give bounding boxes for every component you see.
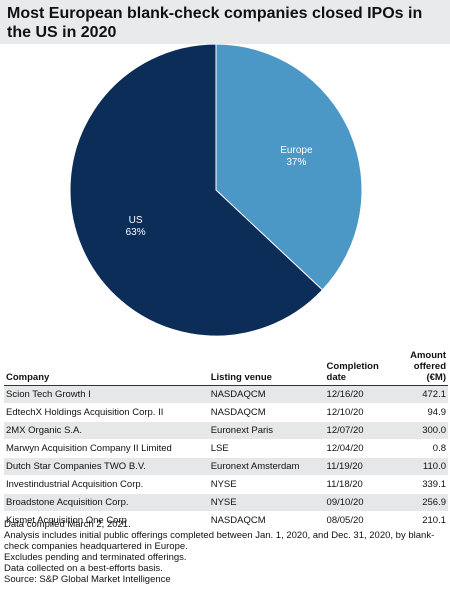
cell-amount-offered: 256.9 bbox=[397, 493, 448, 512]
cell-listing-venue: NASDAQCM bbox=[208, 385, 325, 404]
cell-company: Marwyn Acquisition Company II Limited bbox=[4, 439, 209, 458]
cell-company: EdtechX Holdings Acquisition Corp. II bbox=[4, 403, 209, 422]
footnotes: Data compiled March 2, 2021. Analysis inc… bbox=[4, 519, 446, 585]
table-row: Dutch Star Companies TWO B.V. Euronext Am… bbox=[4, 457, 448, 476]
cell-completion-date: 09/10/20 bbox=[324, 493, 398, 512]
cell-company: Investindustrial Acquisition Corp. bbox=[4, 475, 209, 494]
header-listing-venue: Listing venue bbox=[208, 350, 325, 386]
table-row: Broadstone Acquisition Corp. NYSE 09/10/20… bbox=[4, 493, 448, 512]
cell-completion-date: 08/05/20 bbox=[324, 511, 398, 530]
header-amount-offered: Amount offered (€M) bbox=[397, 350, 448, 386]
cell-amount-offered: 0.8 bbox=[397, 439, 448, 458]
pie-slice-us bbox=[69, 44, 324, 337]
title-band bbox=[0, 0, 450, 44]
cell-completion-date: 12/04/20 bbox=[324, 439, 398, 458]
cell-completion-date: 11/19/20 bbox=[324, 457, 398, 476]
cell-listing-venue: NYSE bbox=[208, 475, 325, 494]
cell-amount-offered: 110.0 bbox=[397, 457, 448, 476]
cell-company: Dutch Star Companies TWO B.V. bbox=[4, 457, 209, 476]
slice-value-europe: 37% bbox=[286, 157, 306, 168]
cell-company: Scion Tech Growth I bbox=[4, 385, 209, 404]
spac-ipo-table: Company Listing venue Completion date Am… bbox=[4, 350, 448, 530]
table-row: Investindustrial Acquisition Corp. NYSE 11… bbox=[4, 475, 448, 494]
cell-completion-date: 12/07/20 bbox=[324, 421, 398, 440]
table-row: Marwyn Acquisition Company II Limited LSE… bbox=[4, 439, 448, 458]
cell-completion-date: 12/10/20 bbox=[324, 403, 398, 422]
cell-company: Kismet Acquisition One Corp bbox=[4, 511, 209, 530]
footnote-line: Data collected on a best-efforts basis. bbox=[4, 563, 163, 574]
table-row: Kismet Acquisition One Corp NASDAQCM 08/05… bbox=[4, 511, 448, 530]
footnote-line: Data compiled March 2, 2021. bbox=[4, 519, 131, 530]
cell-listing-venue: NASDAQCM bbox=[208, 511, 325, 530]
cell-listing-venue: NYSE bbox=[208, 493, 325, 512]
pie-slice-europe bbox=[215, 44, 363, 291]
cell-listing-venue: Euronext Paris bbox=[208, 421, 325, 440]
footnote-line: Source: S&P Global Market Intelligence bbox=[4, 574, 171, 585]
cell-amount-offered: 210.1 bbox=[397, 511, 448, 530]
footnote-line: Analysis includes initial public offerin… bbox=[4, 530, 435, 552]
cell-amount-offered: 300.0 bbox=[397, 421, 448, 440]
cell-amount-offered: 94.9 bbox=[397, 403, 448, 422]
slice-value-us: 63% bbox=[126, 227, 146, 238]
header-company: Company bbox=[4, 350, 209, 386]
slice-label-us: US bbox=[129, 215, 143, 226]
cell-completion-date: 12/16/20 bbox=[324, 385, 398, 404]
table-row: 2MX Organic S.A. Euronext Paris 12/07/20 30… bbox=[4, 421, 448, 440]
chart-title: Most European blank-check companies clos… bbox=[7, 5, 423, 41]
cell-company: Broadstone Acquisition Corp. bbox=[4, 493, 209, 512]
footnote-line: Excludes pending and terminated offering… bbox=[4, 552, 187, 563]
cell-listing-venue: Euronext Amsterdam bbox=[208, 457, 325, 476]
cell-company: 2MX Organic S.A. bbox=[4, 421, 209, 440]
cell-listing-venue: NASDAQCM bbox=[208, 403, 325, 422]
cell-completion-date: 11/18/20 bbox=[324, 475, 398, 494]
slice-label-europe: Europe bbox=[280, 145, 313, 156]
cell-amount-offered: 339.1 bbox=[397, 475, 448, 494]
pie-chart-area: US 63% Europe 37% bbox=[0, 44, 450, 344]
cell-amount-offered: 472.1 bbox=[397, 385, 448, 404]
cell-listing-venue: LSE bbox=[208, 439, 325, 458]
table-row: Scion Tech Growth I NASDAQCM 12/16/20 472.1 bbox=[4, 385, 448, 404]
table-body: Scion Tech Growth I NASDAQCM 12/16/20 472.1… bbox=[4, 385, 448, 530]
header-completion-date: Completion date bbox=[324, 350, 398, 386]
table-header-row: Company Listing venue Completion date Am… bbox=[4, 350, 448, 386]
table-row: EdtechX Holdings Acquisition Corp. II NAS… bbox=[4, 403, 448, 422]
